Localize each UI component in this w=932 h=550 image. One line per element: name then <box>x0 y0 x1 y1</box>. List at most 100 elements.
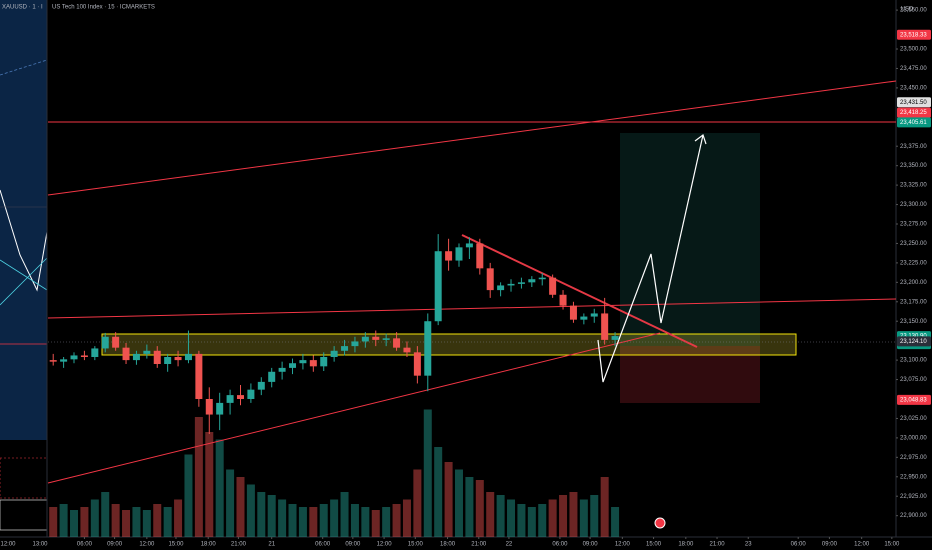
trend-line <box>47 298 897 319</box>
candle-body <box>361 336 369 342</box>
volume-bar <box>600 477 609 537</box>
event-icon[interactable] <box>654 517 666 529</box>
volume-bar <box>590 495 599 537</box>
volume-bar <box>111 504 120 537</box>
candle-body <box>268 371 276 382</box>
candle-body <box>101 336 109 349</box>
x-tick-label: 23 <box>745 542 752 548</box>
volume-bar <box>142 510 151 537</box>
volume-bar <box>444 462 453 537</box>
left-pane: XAUUSD · 1 · I 12:00 13:00 <box>0 0 48 548</box>
y-tick-label: 23,550.00 <box>900 8 927 14</box>
x-tick-label: 18:00 <box>678 542 694 548</box>
volume-bar <box>507 499 516 537</box>
volume-bar <box>350 504 359 537</box>
candle-body <box>132 353 140 361</box>
candle-body <box>611 336 619 340</box>
volume-bar <box>486 492 495 537</box>
candle-body <box>330 350 338 357</box>
volume-bar <box>257 492 266 537</box>
candle-body <box>112 336 120 348</box>
x-tick-label: 15:00 <box>408 542 424 548</box>
price-tag <box>897 29 931 40</box>
y-tick-label: 23,350.00 <box>900 163 927 169</box>
candle-body <box>497 285 505 291</box>
volume-bar <box>80 507 89 537</box>
candle-body <box>382 338 390 340</box>
projection-arrow <box>694 134 707 145</box>
volume-bar <box>340 492 349 537</box>
volume-bar <box>267 495 276 537</box>
chart-title: US Tech 100 Index · 15 · ICMARKETS <box>52 5 155 11</box>
x-tick-label: 06:00 <box>791 542 807 548</box>
candle-body <box>372 336 380 340</box>
candle-body <box>60 359 68 362</box>
volume-bar <box>402 499 411 537</box>
x-tick-label: 12:00 <box>139 542 155 548</box>
volume-bar <box>246 484 255 537</box>
price-tag-label: 23,518.33 <box>900 32 927 38</box>
volume-bar <box>559 495 568 537</box>
candle-body <box>205 399 213 415</box>
candle-body <box>517 282 525 284</box>
candle-body <box>393 338 401 348</box>
x-tick-label: 09:00 <box>583 542 599 548</box>
volume-bar <box>434 447 443 537</box>
y-tick-label: 23,275.00 <box>900 222 927 228</box>
candle-body <box>299 360 307 364</box>
candle-body <box>403 347 411 353</box>
volume-bar <box>101 492 110 537</box>
candle-body <box>320 357 328 367</box>
trend-line <box>47 332 661 484</box>
x-tick-label: 09:00 <box>345 542 361 548</box>
target-zone <box>620 133 760 346</box>
y-tick-label: 22,925.00 <box>900 494 927 500</box>
y-tick-label: 23,475.00 <box>900 66 927 72</box>
volume-bar <box>49 507 58 537</box>
candle-body <box>434 251 442 322</box>
y-tick-label: 23,250.00 <box>900 241 927 247</box>
x-tick-label: 06:00 <box>552 542 568 548</box>
y-tick-label: 23,000.00 <box>900 435 927 441</box>
volume-bar <box>496 495 505 537</box>
volume-layer <box>49 409 620 537</box>
candle-body <box>122 347 130 361</box>
x-tick-label: 13:00 <box>32 542 48 548</box>
price-tag-label: 23,048.83 <box>900 397 927 403</box>
x-tick-label: 06:00 <box>77 542 93 548</box>
y-tick-label: 22,900.00 <box>900 513 927 519</box>
candle-body <box>91 348 99 357</box>
volume-bar <box>465 477 474 537</box>
volume-bar <box>382 507 391 537</box>
volume-bar <box>548 499 557 537</box>
axis-layer: 23,550.00 23,500.00 23,475.00 23,450.00 23,3… <box>77 8 931 548</box>
volume-bar <box>174 499 183 537</box>
projection-path <box>597 134 704 383</box>
volume-bar <box>579 499 588 537</box>
candle-body <box>289 363 297 368</box>
y-tick-label: 23,025.00 <box>900 416 927 422</box>
volume-bar <box>132 507 141 537</box>
y-tick-label: 23,150.00 <box>900 319 927 325</box>
y-tick-label: 23,500.00 <box>900 47 927 53</box>
price-tag-label: 23,418.25 <box>900 110 927 116</box>
volume-bar <box>59 504 68 537</box>
candle-body <box>278 367 286 372</box>
x-tick-label: 12:00 <box>854 542 870 548</box>
volume-bar <box>413 469 422 537</box>
x-tick-label: 18:00 <box>440 542 456 548</box>
x-tick-label: 15:00 <box>646 542 662 548</box>
y-tick-label: 23,175.00 <box>900 299 927 305</box>
volume-bar <box>153 504 162 537</box>
price-tag <box>897 394 931 405</box>
candle-body <box>70 355 78 360</box>
y-tick-label: 23,450.00 <box>900 85 927 91</box>
x-tick-label: 06:00 <box>315 542 331 548</box>
volume-bar <box>371 510 380 537</box>
drawing <box>0 257 48 306</box>
volume-bar <box>194 417 203 537</box>
candle-body <box>455 247 463 261</box>
candle-body <box>507 283 515 286</box>
